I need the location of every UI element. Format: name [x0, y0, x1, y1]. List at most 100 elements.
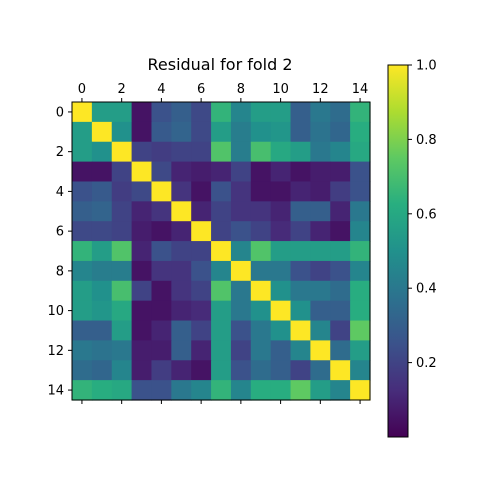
heatmap-cell — [191, 260, 212, 282]
heatmap-cell — [211, 320, 232, 341]
heatmap-cell — [211, 161, 232, 183]
x-axis-ticks: 0 2 4 6 8 10 12 14 — [78, 82, 369, 404]
heatmap-cell — [91, 340, 113, 361]
x-tick-label: 8 — [237, 82, 245, 97]
colorbar — [387, 64, 409, 438]
heatmap-cell — [350, 320, 371, 341]
heatmap-cell — [131, 161, 153, 183]
heatmap-cell — [91, 300, 113, 322]
heatmap-cell — [310, 320, 331, 341]
heatmap-cell — [211, 102, 232, 123]
heatmap-cell — [310, 380, 331, 401]
heatmap-cell — [171, 181, 192, 202]
heatmap-cell — [250, 241, 272, 262]
heatmap-cell — [131, 181, 153, 202]
x-tick-label: 10 — [272, 82, 289, 97]
heatmap-cell — [211, 300, 232, 322]
heatmap-cell — [111, 340, 133, 361]
heatmap-cell — [131, 360, 153, 381]
heatmap-cell — [230, 201, 252, 222]
heatmap-cell — [290, 380, 311, 401]
heatmap-cell — [330, 102, 351, 123]
heatmap-cell — [310, 280, 331, 302]
heatmap-cell — [171, 221, 192, 242]
y-tick-label: 0 — [56, 105, 64, 120]
heatmap-cell — [111, 201, 133, 222]
y-tick-label: 6 — [56, 225, 64, 240]
heatmap-cell — [111, 300, 133, 322]
heatmap-cell — [72, 221, 93, 242]
heatmap-cell — [91, 102, 113, 123]
heatmap-cell — [151, 280, 172, 302]
heatmap-cell — [171, 260, 192, 282]
heatmap-cell — [111, 360, 133, 381]
heatmap-cell — [250, 280, 272, 302]
heatmap-cell — [171, 280, 192, 302]
heatmap-cell — [250, 141, 272, 163]
heatmap-cell — [91, 280, 113, 302]
heatmap-cell — [350, 221, 371, 242]
heatmap-cell — [111, 320, 133, 341]
heatmap-cell — [151, 300, 172, 322]
heatmap-cell — [250, 360, 272, 381]
heatmap-cell — [350, 360, 371, 381]
heatmap-cell — [171, 201, 192, 222]
heatmap-cell — [72, 300, 93, 322]
heatmap-cell — [131, 201, 153, 222]
heatmap-cell — [270, 141, 292, 163]
heatmap-cell — [131, 221, 153, 242]
heatmap-cell — [230, 102, 252, 123]
heatmap-cell — [230, 340, 252, 361]
heatmap-cell — [310, 201, 331, 222]
heatmap-cell — [290, 221, 311, 242]
heatmap-cell — [330, 201, 351, 222]
heatmap-cell — [250, 260, 272, 282]
x-tick-label: 12 — [312, 82, 329, 97]
plot-frame — [71, 101, 371, 401]
heatmap-cell — [310, 141, 331, 163]
x-tick-label: 6 — [197, 82, 205, 97]
heatmap-cell — [330, 221, 351, 242]
heatmap-cell — [191, 320, 212, 341]
heatmap-cell — [290, 241, 311, 262]
heatmap-cell — [191, 221, 212, 242]
heatmap-cell — [350, 340, 371, 361]
heatmap-cell — [250, 161, 272, 183]
heatmap-cell — [131, 260, 153, 282]
heatmap-cell — [72, 201, 93, 222]
heatmap-cell — [191, 102, 212, 123]
heatmap-cell — [171, 360, 192, 381]
heatmap-cell — [270, 201, 292, 222]
heatmap-cell — [230, 280, 252, 302]
heatmap-cell — [111, 380, 133, 401]
heatmap-cell — [111, 260, 133, 282]
heatmap-cell — [230, 221, 252, 242]
heatmap-cell — [131, 241, 153, 262]
heatmap-cell — [250, 380, 272, 401]
heatmap-cell — [290, 102, 311, 123]
heatmap-cell — [330, 161, 351, 183]
x-tick-label: 0 — [78, 82, 86, 97]
heatmap-cell — [270, 280, 292, 302]
heatmap-cell — [250, 340, 272, 361]
colorbar-tick-label: 0.4 — [416, 282, 437, 297]
heatmap-cell — [111, 221, 133, 242]
heatmap-cell — [330, 241, 351, 262]
heatmap-cell — [230, 300, 252, 322]
heatmap-cell — [310, 181, 331, 202]
heatmap-cell — [230, 260, 252, 282]
heatmap-cell — [330, 380, 351, 401]
heatmap-cell — [91, 380, 113, 401]
heatmap-cell — [211, 340, 232, 361]
x-tick-label: 14 — [352, 82, 369, 97]
heatmap-cell — [131, 320, 153, 341]
heatmap-cell — [250, 181, 272, 202]
heatmap-cell — [310, 260, 331, 282]
heatmap-cell — [72, 360, 93, 381]
heatmap-cell — [230, 360, 252, 381]
heatmap-cell — [270, 181, 292, 202]
y-tick-label: 4 — [56, 185, 64, 200]
heatmap-cell — [151, 340, 172, 361]
heatmap-cell — [290, 201, 311, 222]
heatmap-cell — [330, 320, 351, 341]
